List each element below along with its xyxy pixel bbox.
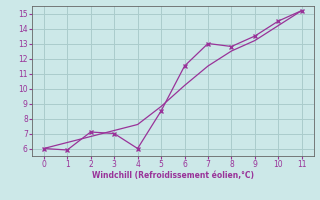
X-axis label: Windchill (Refroidissement éolien,°C): Windchill (Refroidissement éolien,°C) bbox=[92, 171, 254, 180]
